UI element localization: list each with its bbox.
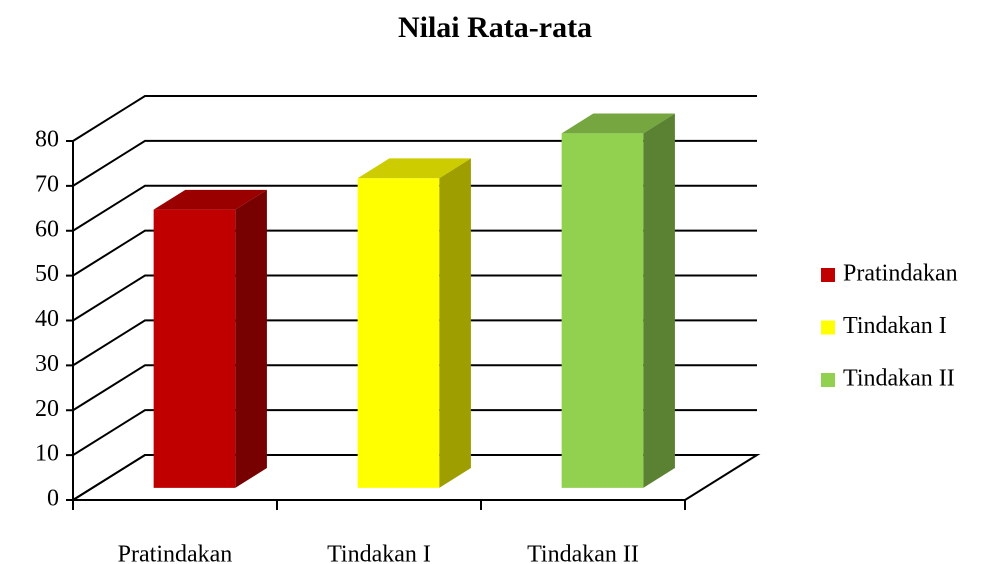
- y-tick-label: 20: [35, 396, 59, 422]
- y-tick-label: 40: [35, 306, 59, 332]
- x-tick-label: Tindakan II: [527, 542, 639, 564]
- bar-side: [439, 158, 471, 488]
- legend-swatch: [821, 320, 835, 335]
- legend-label: Tindakan II: [843, 366, 955, 392]
- bar-top: [153, 189, 267, 210]
- grid-line: [72, 454, 757, 501]
- bar: [357, 178, 440, 488]
- grid-line: [72, 229, 757, 277]
- x-tick-label: Tindakan I: [327, 542, 431, 564]
- bar: [153, 209, 236, 488]
- y-tick-label: 0: [47, 486, 59, 512]
- legend-label: Pratindakan: [843, 261, 958, 287]
- bar-top: [561, 113, 675, 134]
- bar-side: [235, 189, 267, 488]
- legend-swatch: [821, 373, 835, 387]
- bar: [561, 133, 644, 488]
- grid-line: [72, 409, 757, 456]
- chart-title: Nilai Rata-rata: [398, 11, 592, 44]
- grid-line: [72, 184, 757, 232]
- x-tick-label: Pratindakan: [118, 542, 233, 564]
- grid-line: [72, 319, 757, 367]
- y-tick-label: 50: [35, 261, 59, 287]
- grid-line: [72, 274, 757, 322]
- grid-line: [72, 364, 757, 412]
- y-tick-label: 30: [35, 351, 59, 377]
- grid-line: [72, 139, 757, 187]
- y-tick-label: 70: [35, 171, 59, 197]
- y-tick-label: 10: [35, 441, 59, 467]
- legend-swatch: [821, 268, 835, 282]
- grid-line: [72, 95, 757, 142]
- bar-top: [357, 158, 471, 179]
- y-tick-label: 60: [35, 216, 59, 242]
- y-tick-label: 80: [35, 127, 59, 153]
- legend-label: Tindakan I: [843, 313, 947, 339]
- bar-side: [643, 113, 675, 488]
